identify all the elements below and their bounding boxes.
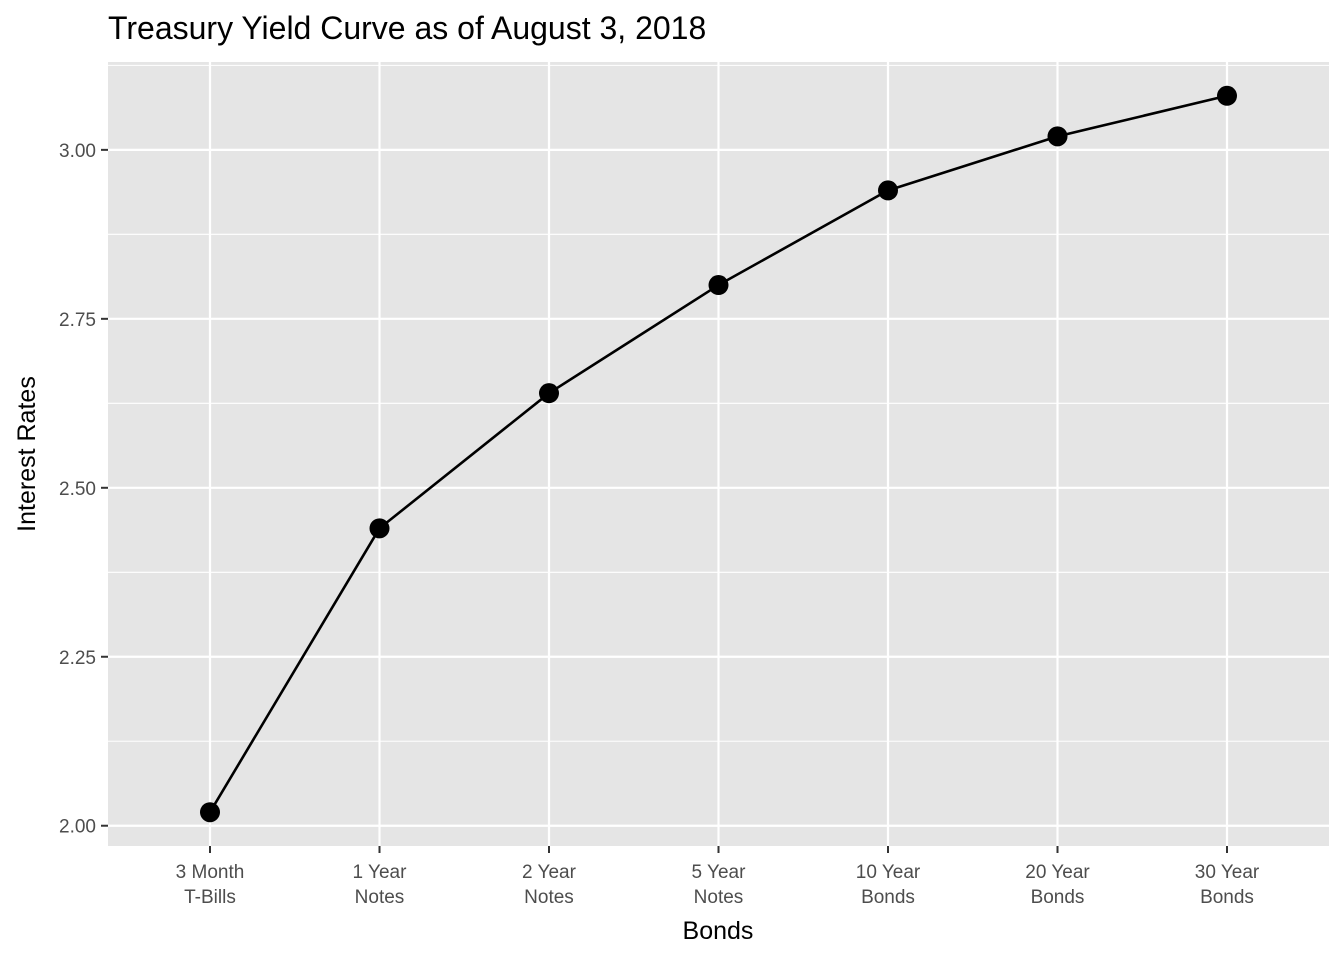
x-axis-title: Bonds [683,917,754,945]
x-tick-label: 30 Year Bonds [1195,862,1260,908]
y-tick-label: 2.00 [59,817,96,838]
y-tick-label: 3.00 [59,141,96,162]
data-point [369,518,390,539]
data-point [878,180,898,201]
axes: 2.00 2.25 2.50 2.75 3.00 3 Month T-Bills 1 Year… [59,141,1260,908]
x-tick-label: 5 Year Notes [692,862,747,908]
y-tick-label: 2.75 [59,310,96,331]
data-point [1217,85,1237,106]
data-point [200,802,220,823]
x-tick-label: 2 Year Notes [522,862,577,908]
x-tick-label: 1 Year Notes [353,862,408,908]
data-point [1047,126,1068,147]
data-point [539,383,559,404]
y-tick-label: 2.50 [59,479,96,500]
x-tick-label: 3 Month T-Bills [176,862,245,908]
data-point [708,275,729,296]
chart-title: Treasury Yield Curve as of August 3, 201… [108,10,706,46]
x-tick-label: 20 Year Bonds [1025,862,1090,908]
series-layer [200,85,1237,823]
y-tick-label: 2.25 [59,648,96,669]
grid-lines [108,62,1329,846]
y-axis-title: Interest Rates [13,376,41,532]
x-tick-label: 10 Year Bonds [856,862,921,908]
